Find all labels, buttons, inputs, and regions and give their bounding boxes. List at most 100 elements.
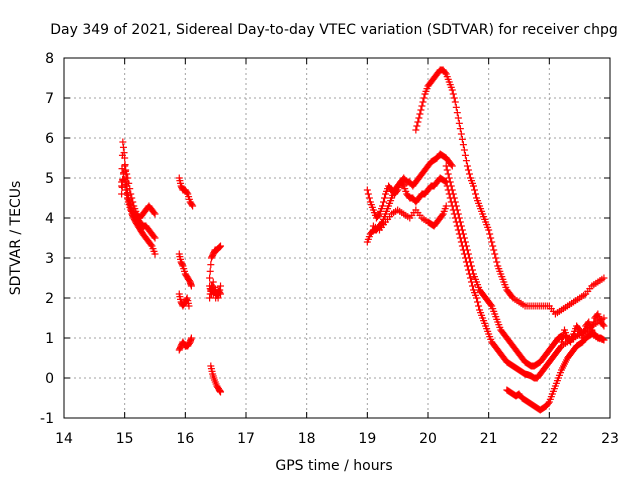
data-point-plus-marker (415, 114, 423, 122)
chart-title: Day 349 of 2021, Sidereal Day-to-day VTE… (50, 22, 618, 38)
data-point-plus-marker (581, 326, 589, 334)
data-point-plus-marker (447, 161, 455, 169)
data-point-plus-marker (150, 233, 158, 241)
data-point-plus-marker (207, 261, 215, 269)
data-point-plus-marker (448, 86, 456, 94)
y-tick-label: 4 (45, 211, 54, 227)
data-point-plus-marker (472, 190, 480, 198)
data-point-plus-marker (374, 211, 382, 219)
data-point-plus-marker (459, 141, 467, 149)
data-point-plus-marker (447, 198, 455, 206)
data-point-plus-marker (129, 198, 137, 206)
data-point-plus-marker (491, 250, 499, 258)
data-point-plus-marker (216, 243, 224, 251)
y-axis-label: SDTVAR / TECUs (8, 181, 24, 296)
y-tick-label: 8 (45, 51, 54, 67)
data-point-plus-marker (449, 90, 457, 98)
data-point-plus-marker (419, 98, 427, 106)
data-point-plus-marker (462, 258, 470, 266)
data-point-plus-marker (122, 186, 130, 194)
data-point-plus-marker (490, 246, 498, 254)
data-point-plus-marker (206, 274, 214, 282)
data-point-plus-marker (178, 261, 186, 269)
data-point-plus-marker (466, 274, 474, 282)
data-point-plus-marker (544, 399, 552, 407)
data-point-plus-marker (445, 174, 453, 182)
data-point-plus-marker (575, 325, 583, 333)
data-point-plus-marker (183, 295, 191, 303)
data-point-plus-marker (126, 185, 134, 193)
data-point-plus-marker (127, 190, 135, 198)
data-point-plus-marker (448, 162, 456, 170)
data-point-plus-marker (600, 322, 608, 330)
data-point-plus-marker (493, 258, 501, 266)
data-point-plus-marker (123, 170, 131, 178)
data-point-plus-marker (187, 282, 195, 290)
x-tick-label: 15 (116, 431, 134, 447)
data-point-plus-marker (487, 301, 495, 309)
data-point-plus-marker (183, 189, 191, 197)
data-point-plus-marker (454, 114, 462, 122)
data-point-plus-marker (600, 314, 608, 322)
data-point-plus-marker (444, 170, 452, 178)
x-tick-label: 23 (601, 431, 619, 447)
data-point-plus-marker (486, 230, 494, 238)
data-point-plus-marker (485, 226, 493, 234)
data-point-plus-marker (210, 283, 218, 291)
data-point-plus-marker (125, 179, 133, 187)
data-point-plus-marker (206, 294, 214, 302)
data-point-plus-marker (444, 186, 452, 194)
data-point-plus-marker (475, 302, 483, 310)
data-point-plus-marker (580, 330, 588, 338)
plot-frame (63, 57, 611, 419)
y-tick-label: 3 (45, 251, 54, 267)
data-point-plus-marker (217, 282, 225, 290)
data-point-plus-marker (217, 388, 225, 396)
data-point-plus-marker (455, 230, 463, 238)
data-point-plus-marker (122, 166, 130, 174)
data-point-plus-marker (151, 234, 159, 242)
data-point-plus-marker (216, 289, 224, 297)
data-point-plus-marker (460, 146, 468, 154)
data-point-plus-marker (445, 190, 453, 198)
data-point-plus-marker (414, 118, 422, 126)
data-point-plus-marker (557, 338, 565, 346)
data-point-plus-marker (215, 243, 223, 251)
data-point-plus-marker (461, 254, 469, 262)
data-point-plus-marker (217, 242, 225, 250)
data-point-plus-marker (460, 250, 468, 258)
data-point-plus-marker (209, 282, 217, 290)
data-point-plus-marker (420, 94, 428, 102)
x-tick-label: 20 (419, 431, 437, 447)
data-point-plus-marker (207, 290, 215, 298)
data-point-plus-marker (487, 234, 495, 242)
x-tick-label: 18 (298, 431, 316, 447)
y-tick-label: 6 (45, 131, 54, 147)
y-tick-label: 0 (45, 371, 54, 387)
data-point-plus-marker (459, 246, 467, 254)
data-point-plus-marker (365, 194, 373, 202)
data-point-plus-marker (599, 335, 607, 343)
data-point-plus-marker (189, 202, 197, 210)
y-tick-label: 1 (45, 331, 54, 347)
data-point-plus-marker (413, 122, 421, 130)
data-point-plus-marker (151, 210, 159, 218)
y-tick-label: 7 (45, 91, 54, 107)
data-point-plus-marker (450, 94, 458, 102)
data-point-plus-marker (470, 182, 477, 190)
data-point-plus-marker (418, 102, 426, 110)
data-point-plus-marker (442, 202, 450, 210)
data-point-plus-marker (579, 334, 587, 342)
data-point-plus-marker (465, 170, 473, 178)
data-point-plus-marker (412, 126, 420, 134)
data-point-plus-marker (468, 282, 476, 290)
x-axis-ticks: 14 15 16 17 18 19 20 21 22 23 (55, 58, 619, 447)
data-point-plus-marker (456, 234, 464, 242)
data-point-plus-marker (417, 106, 425, 114)
data-point-plus-marker (474, 298, 482, 306)
data-point-plus-marker (121, 181, 129, 189)
data-point-plus-marker (118, 182, 126, 190)
data-point-plus-marker (464, 166, 472, 174)
